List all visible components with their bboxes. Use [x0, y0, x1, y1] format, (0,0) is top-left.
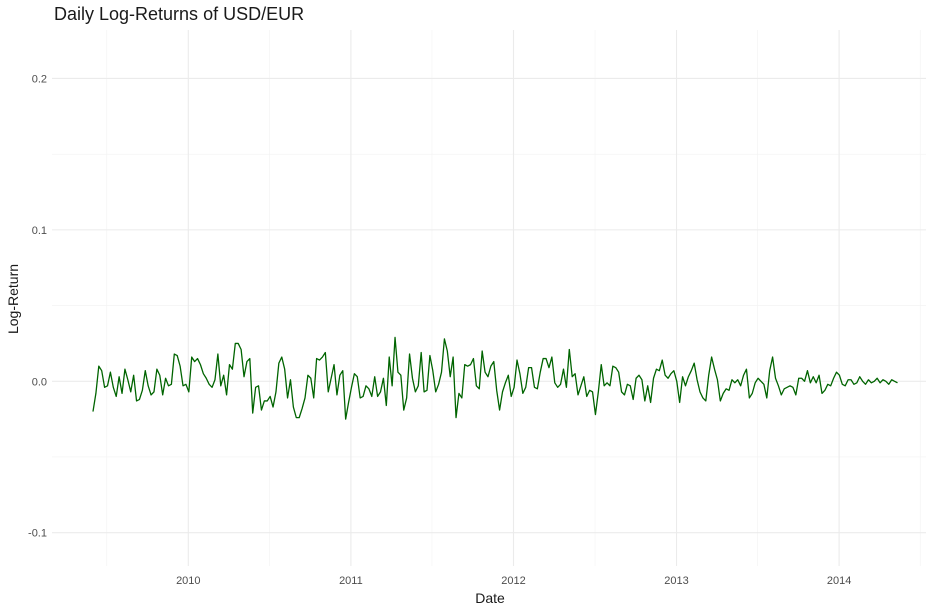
- x-axis-title: Date: [475, 590, 505, 606]
- series-layer: [92, 336, 898, 420]
- y-axis-title: Log-Return: [5, 264, 21, 334]
- x-tick-labels: 2010 2011 2012 2013 2014: [176, 575, 851, 587]
- y-tick-label: 0.0: [32, 376, 47, 388]
- series-line: [92, 336, 898, 420]
- x-tick-label: 2013: [664, 575, 688, 587]
- y-tick-label: 0.2: [32, 73, 47, 85]
- chart-title: Daily Log-Returns of USD/EUR: [54, 4, 305, 24]
- y-tick-label: -0.1: [28, 528, 47, 540]
- x-tick-label: 2010: [176, 575, 200, 587]
- y-tick-label: 0.1: [32, 225, 47, 237]
- y-tick-labels: -0.1 0.0 0.1 0.2: [28, 73, 47, 539]
- x-tick-label: 2011: [339, 575, 363, 587]
- x-tick-label: 2014: [827, 575, 851, 587]
- x-tick-label: 2012: [501, 575, 525, 587]
- major-gridlines: [52, 30, 926, 566]
- minor-gridlines: [52, 30, 926, 566]
